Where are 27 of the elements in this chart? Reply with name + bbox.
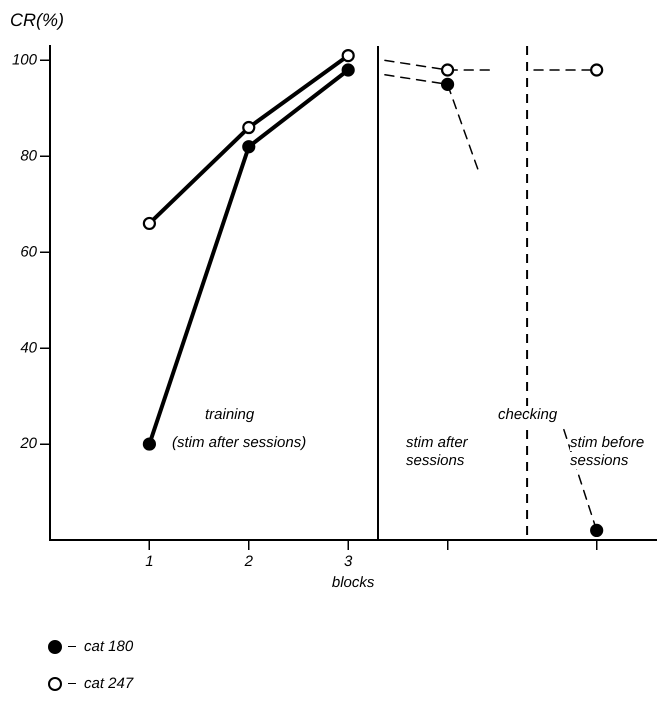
- y-tick-label: 80: [20, 147, 38, 164]
- annotation: checking: [498, 406, 558, 423]
- y-tick-label: 20: [19, 435, 38, 452]
- y-axis-title: CR(%): [10, 10, 64, 30]
- point: [342, 48, 355, 62]
- annotation: stim before sessions: [570, 434, 644, 469]
- y-tick-label: 100: [12, 52, 38, 69]
- point: [440, 78, 454, 91]
- x-tick-label: 3: [344, 553, 354, 570]
- point: [142, 437, 156, 451]
- y-tick-label: 40: [20, 339, 38, 356]
- point: [342, 63, 355, 77]
- legend-label: cat 180: [84, 638, 134, 655]
- annotation: training: [205, 406, 254, 423]
- x-axis-title: blocks: [332, 574, 375, 592]
- point: [440, 63, 454, 77]
- point: [242, 140, 256, 154]
- x-tick-label: 1: [145, 553, 154, 570]
- point: [590, 63, 604, 77]
- point: [242, 120, 256, 134]
- point: [142, 216, 156, 230]
- annotation: (stim after sessions): [172, 434, 306, 451]
- legend-label: cat 247: [84, 675, 134, 692]
- y-tick-label: 60: [20, 243, 38, 260]
- annotation: stim after sessions: [406, 434, 468, 469]
- point: [590, 524, 604, 538]
- x-tick-label: 2: [244, 553, 254, 570]
